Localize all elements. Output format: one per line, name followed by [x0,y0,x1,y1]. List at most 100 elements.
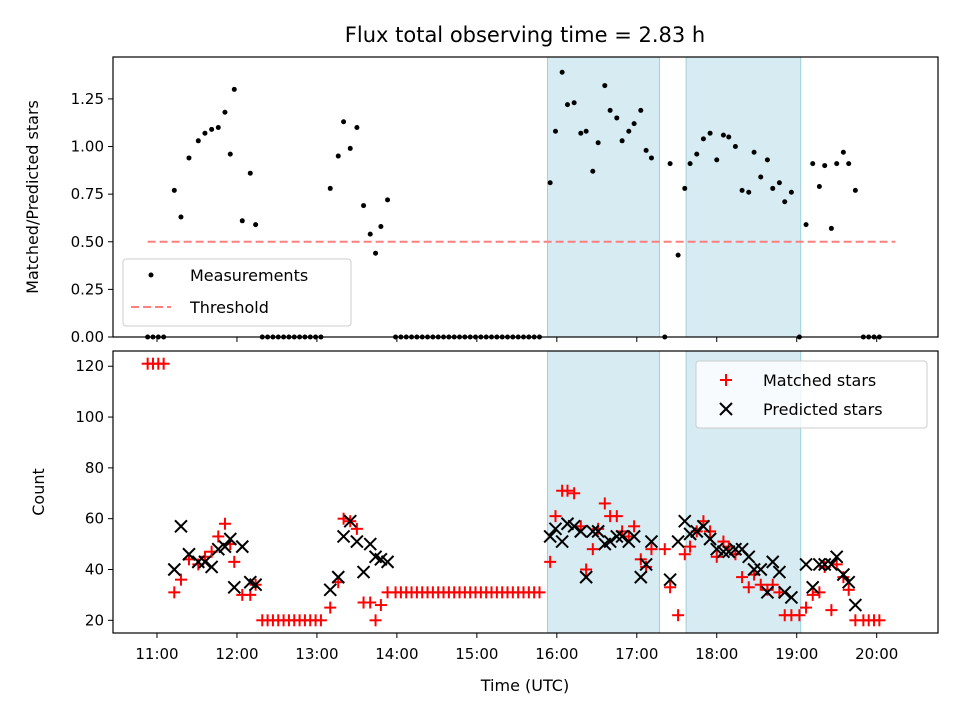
matched-point-4 [168,586,181,599]
measurement-point-5 [178,214,184,220]
predicted-point-55 [754,562,768,577]
top-panel: 0.00 0.25 0.50 0.75 1.00 1.25 Matched/Predict… [23,56,939,346]
measurement-point-80 [626,128,632,134]
x-axis-label: Time (UTC) [480,676,569,695]
predicted-point-61 [799,557,813,572]
measurement-point-36 [373,250,379,256]
bottom-legend: Matched stars Predicted stars [695,360,928,429]
predicted-point-31 [591,524,605,539]
xtick-label-3: 14:00 [375,645,418,663]
matched-point-97 [736,571,749,584]
predicted-point-58 [772,565,787,579]
bottom-ytick-label-3: 80 [85,459,104,477]
predicted-point-49 [716,544,731,559]
predicted-point-60 [784,590,799,605]
matched-point-114 [842,583,855,596]
measurement-point-100 [758,174,764,180]
legend-measurements-label: Measurements [190,266,308,285]
predicted-point-25 [555,534,569,549]
measurement-point-68 [552,128,558,134]
xtick-label-0: 11:00 [135,645,178,663]
predicted-point-2 [182,547,196,561]
bottom-y-axis-label: Count [29,468,48,516]
matched-point-11 [218,517,231,530]
measurement-point-31 [341,119,347,125]
measurement-point-110 [822,163,828,169]
matched-point-67 [544,555,557,568]
measurement-point-97 [739,187,745,193]
matched-point-119 [873,614,886,627]
measurement-point-32 [347,145,353,151]
xtick-label-7: 18:00 [695,645,738,663]
matched-point-98 [742,581,755,594]
predicted-point-33 [603,534,617,549]
measurement-point-11 [222,109,228,115]
matched-point-81 [628,520,641,533]
measurement-point-93 [714,157,720,163]
matched-point-88 [678,548,691,561]
predicted-point-39 [639,557,653,572]
measurement-point-34 [361,203,367,209]
measurement-point-111 [828,225,834,231]
matched-point-70 [561,484,574,497]
predicted-point-66 [830,550,844,564]
predicted-point-53 [742,550,756,564]
measurement-point-7 [195,138,201,144]
matched-point-107 [800,601,813,614]
matched-point-36 [369,614,382,627]
predicted-point-8 [223,532,237,546]
predicted-point-34 [610,529,624,544]
measurement-point-103 [776,180,782,186]
legend-predicted-marker [719,402,733,416]
predicted-point-0 [167,562,182,577]
matched-point-78 [610,510,623,523]
legend-predicted-label: Predicted stars [763,400,883,419]
predicted-point-22 [380,555,395,569]
matched-point-35 [364,596,377,609]
legend-threshold-label: Threshold [189,298,269,317]
predicted-point-43 [678,514,692,528]
predicted-point-23 [543,529,557,544]
matched-point-76 [598,497,611,510]
matched-point-71 [568,487,581,500]
measurement-point-91 [700,136,706,142]
top-ytick-label-2: 0.50 [71,233,104,251]
predicted-point-63 [812,557,827,572]
matched-point-37 [374,599,387,612]
matched-point-66 [533,586,546,599]
matched-point-89 [684,540,697,553]
measurement-point-33 [354,124,360,130]
matched-point-13 [228,555,241,568]
predicted-point-35 [615,529,629,544]
matched-point-33 [350,522,363,535]
predicted-point-1 [174,519,188,534]
bottom-panel: 20 40 60 80 100 120 11:00 12:00 13:00 14:00 15:00… [29,350,939,695]
measurement-point-12 [227,151,233,157]
predicted-point-65 [824,557,839,572]
measurement-point-99 [751,149,757,155]
predicted-point-4 [198,555,212,569]
measurement-point-76 [602,83,608,89]
top-ytick-label-5: 1.25 [71,90,104,108]
measurement-point-107 [803,222,809,228]
legend-measurements-marker [148,272,154,278]
measurement-point-9 [209,126,215,132]
measurement-point-77 [607,107,613,113]
predicted-point-57 [766,555,780,569]
measurement-point-113 [840,149,846,155]
xtick-label-2: 13:00 [295,645,338,663]
measurement-point-101 [764,157,770,163]
matched-point-84 [645,543,658,556]
xtick-label-9: 20:00 [855,645,898,663]
matched-point-93 [710,550,723,563]
legend-matched-marker [720,374,732,386]
predicted-point-62 [806,580,820,594]
bottom-axes-frame [112,350,939,634]
predicted-point-42 [671,534,685,549]
predicted-point-7 [218,539,232,554]
xtick-label-1: 12:00 [215,645,258,663]
measurement-point-98 [746,189,752,195]
top-axes-frame [112,56,939,338]
matched-point-92 [704,525,717,538]
measurement-point-35 [367,231,373,237]
